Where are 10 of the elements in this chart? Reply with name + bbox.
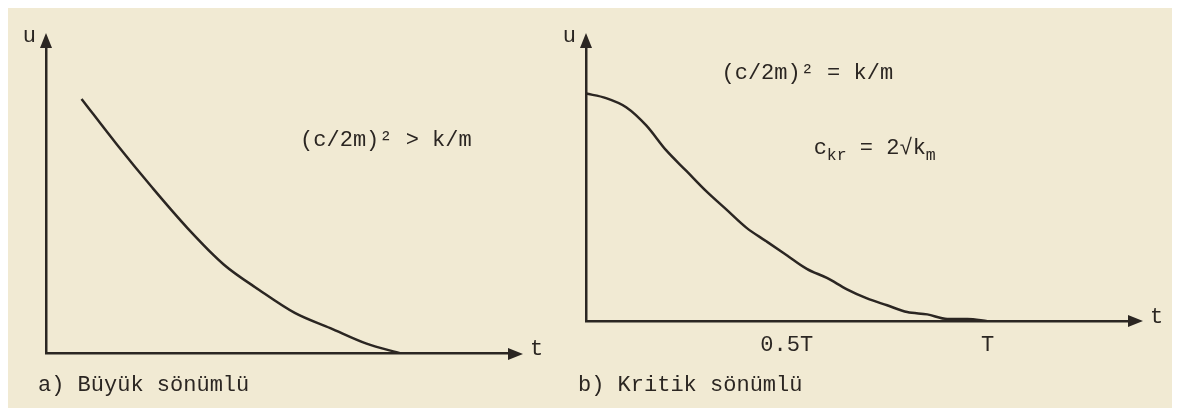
text: b) Kritik sönümlü <box>578 372 803 398</box>
x-axis-title: t <box>1150 305 1164 331</box>
y-axis-title: u <box>562 23 576 49</box>
text: a) Büyük sönümlü <box>38 372 250 398</box>
x-axis-title: t <box>530 337 544 363</box>
annotation: (c/2m)² > k/m <box>300 127 472 153</box>
x-tick-label: T <box>980 333 995 359</box>
y-axis-title: u <box>22 23 36 49</box>
x-tick-label: 0.5T <box>760 333 814 359</box>
text: (c/2m)² = k/m <box>721 60 894 86</box>
